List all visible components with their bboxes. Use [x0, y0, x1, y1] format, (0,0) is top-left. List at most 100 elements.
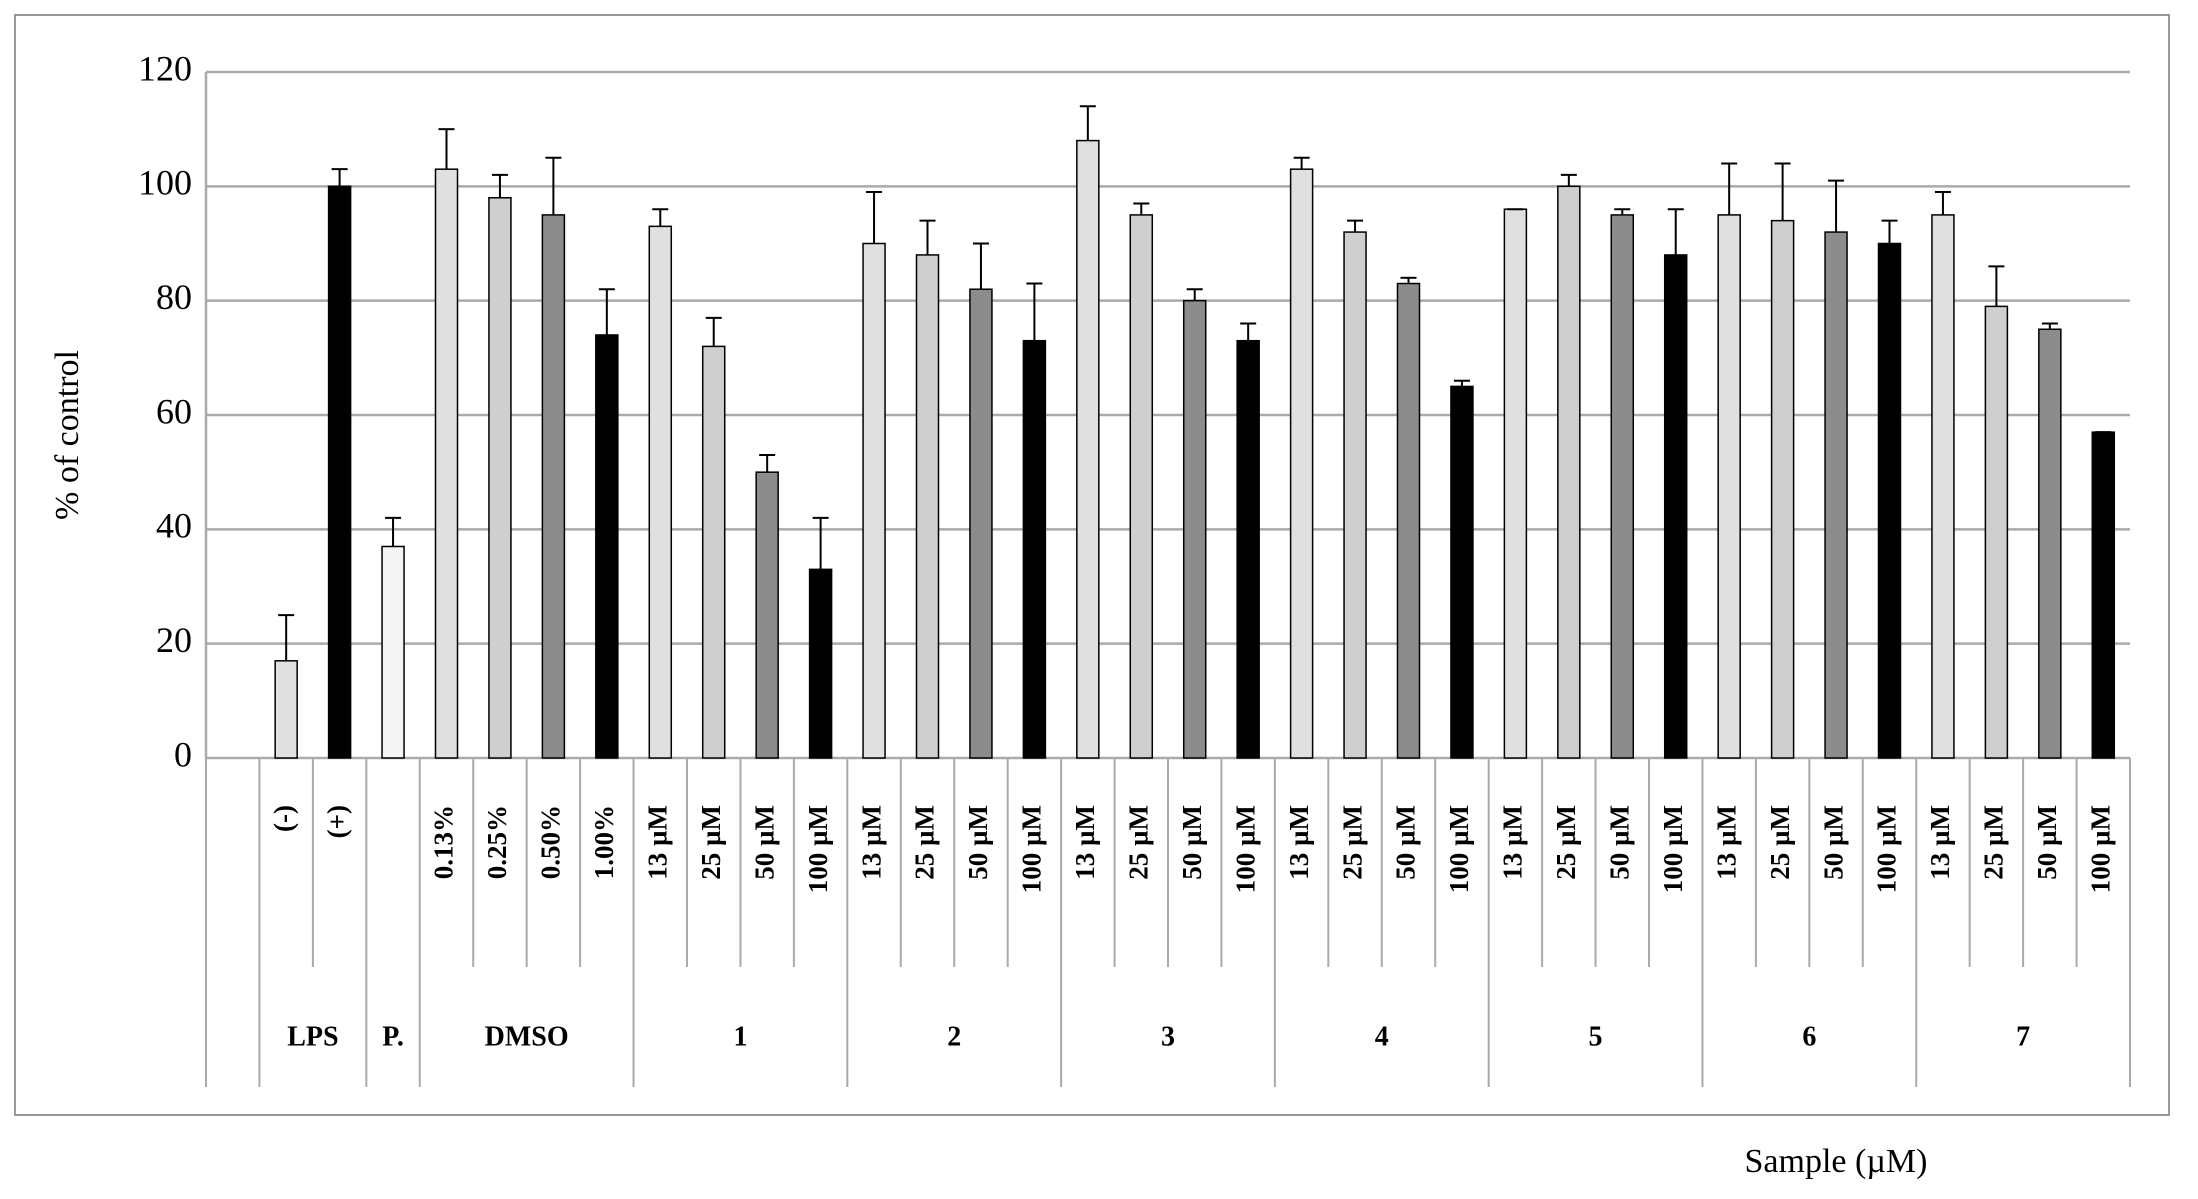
error-bar — [438, 128, 455, 170]
bar — [915, 254, 940, 759]
x-tick-label: 50 µM — [749, 805, 779, 880]
x-axis-title: Sample (µM) — [1745, 1143, 1928, 1180]
error-bar — [1774, 162, 1791, 221]
bar — [1610, 214, 1635, 759]
group-label: 4 — [1375, 1021, 1389, 1052]
bar — [1289, 168, 1314, 759]
error-bar — [1560, 173, 1577, 187]
x-tick-label: 50 µM — [963, 805, 993, 880]
bar — [1236, 339, 1260, 759]
error-bar — [491, 173, 508, 198]
bar — [2038, 328, 2062, 759]
y-tick-label: 20 — [156, 620, 192, 660]
x-tick-label: 25 µM — [1337, 805, 1367, 880]
group-label: P. — [382, 1021, 404, 1052]
bar — [595, 334, 619, 759]
x-tick-label: (+) — [322, 805, 352, 838]
error-bar — [598, 288, 615, 335]
x-tick-label: 100 µM — [1017, 805, 1047, 893]
bar — [1824, 231, 1848, 759]
error-bar — [1240, 322, 1257, 341]
bar — [381, 545, 405, 759]
y-tick-label: 80 — [156, 277, 192, 317]
bar — [1503, 208, 1528, 759]
x-tick-label: 25 µM — [1551, 805, 1581, 880]
bar — [969, 288, 993, 759]
error-bar — [759, 454, 776, 473]
error-bar — [1453, 379, 1470, 387]
error-bar — [278, 614, 295, 661]
error-bar — [812, 516, 829, 570]
bar — [541, 214, 566, 759]
y-axis-title: % of control — [49, 350, 86, 520]
bar — [1129, 214, 1154, 759]
x-tick-label: 50 µM — [1177, 805, 1207, 880]
x-tick-label: 13 µM — [1925, 805, 1955, 880]
y-tick-label: 60 — [156, 391, 192, 431]
x-tick-label: 100 µM — [2085, 805, 2115, 893]
bar — [1984, 305, 2009, 759]
x-tick-label: 50 µM — [2032, 805, 2062, 880]
bar — [1450, 385, 1474, 759]
x-tick-label: 25 µM — [1123, 805, 1153, 880]
x-tick-label: 100 µM — [1658, 805, 1688, 893]
error-bar — [1079, 105, 1096, 141]
error-bar — [972, 242, 989, 290]
group-label: DMSO — [485, 1021, 569, 1052]
bar — [274, 660, 298, 759]
error-bar — [1667, 208, 1684, 255]
bar — [2091, 431, 2116, 759]
bar — [434, 168, 459, 759]
group-label: 6 — [1802, 1021, 1816, 1052]
bar — [1877, 242, 1902, 759]
x-tick-label: (-) — [268, 805, 298, 832]
error-bar — [866, 191, 883, 244]
x-tick-label: 0.13% — [429, 805, 459, 879]
bar — [808, 568, 833, 759]
bar — [1022, 339, 1047, 759]
x-tick-label: 100 µM — [803, 805, 833, 893]
x-tick-label: 25 µM — [910, 805, 940, 880]
x-tick-label: 13 µM — [856, 805, 886, 880]
x-tick-label: 13 µM — [1070, 805, 1100, 880]
error-bar — [1293, 156, 1310, 170]
y-tick-label: 120 — [138, 48, 192, 88]
error-bar — [1614, 208, 1631, 215]
error-bar — [1721, 162, 1738, 215]
error-bar — [1881, 219, 1898, 244]
error-bar — [385, 516, 402, 547]
y-tick-label: 0 — [174, 734, 192, 774]
error-bar — [1934, 191, 1951, 215]
group-label: 2 — [947, 1021, 961, 1052]
bar — [1076, 139, 1100, 759]
x-tick-label: 0.25% — [482, 805, 512, 879]
x-tick-label: 1.00% — [589, 805, 619, 879]
x-tick-label: 100 µM — [1230, 805, 1260, 893]
group-label: 7 — [2016, 1021, 2030, 1052]
bar — [1182, 299, 1207, 759]
error-bar — [1026, 282, 1043, 341]
error-bar — [545, 156, 562, 215]
x-tick-label: 50 µM — [1391, 805, 1421, 880]
x-tick-label: 25 µM — [1765, 805, 1795, 880]
x-tick-label: 13 µM — [642, 805, 672, 880]
y-tick-label: 100 — [138, 163, 192, 203]
bar — [1717, 214, 1741, 759]
x-tick-label: 50 µM — [1818, 805, 1848, 880]
error-bar — [705, 316, 722, 347]
error-bar — [1828, 179, 1845, 233]
x-tick-label: 0.50% — [536, 805, 566, 879]
x-tick-label: 100 µM — [1444, 805, 1474, 893]
bar — [1396, 282, 1421, 759]
error-bar — [2041, 322, 2058, 330]
error-bar — [331, 168, 348, 187]
bar — [1931, 214, 1955, 759]
error-bar — [1186, 288, 1203, 301]
bar — [648, 225, 673, 759]
x-tick-label: 25 µM — [1979, 805, 2009, 880]
group-label: LPS — [287, 1021, 338, 1052]
bar — [327, 185, 352, 759]
error-bar — [1133, 202, 1150, 215]
error-bar — [1400, 276, 1417, 284]
